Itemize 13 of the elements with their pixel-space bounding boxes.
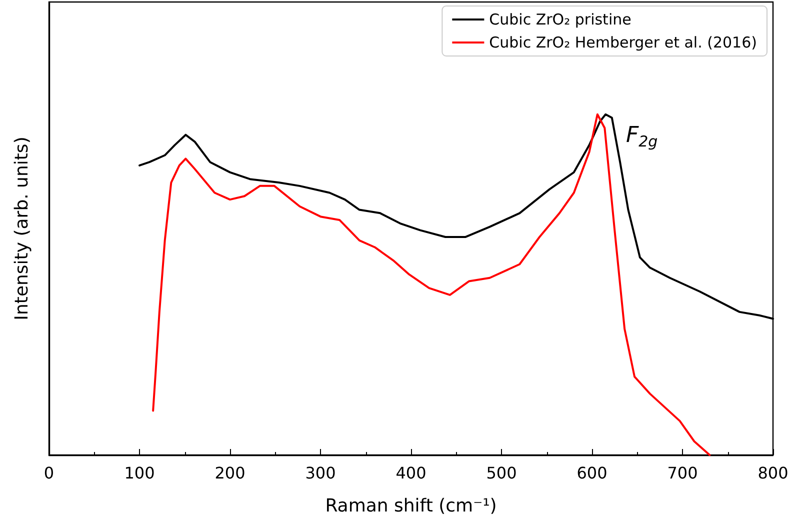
x-tick-label: 700 bbox=[667, 464, 698, 482]
x-tick-label: 400 bbox=[396, 464, 426, 482]
x-tick-label: 100 bbox=[124, 464, 155, 482]
x-tick-label: 200 bbox=[214, 464, 246, 482]
legend-label: Cubic ZrO₂ Hemberger et al. (2016) bbox=[489, 34, 758, 52]
x-tick-label: 800 bbox=[758, 464, 788, 482]
y-axis-title: Intensity (arb. units) bbox=[12, 136, 32, 320]
x-tick-label: 500 bbox=[486, 464, 517, 482]
x-tick-label: 600 bbox=[576, 464, 608, 482]
legend-label: Cubic ZrO₂ pristine bbox=[489, 10, 632, 28]
x-tick-label: 300 bbox=[305, 464, 336, 482]
x-axis-title: Raman shift (cm⁻¹) bbox=[325, 496, 497, 516]
x-tick-label: 0 bbox=[44, 464, 54, 482]
